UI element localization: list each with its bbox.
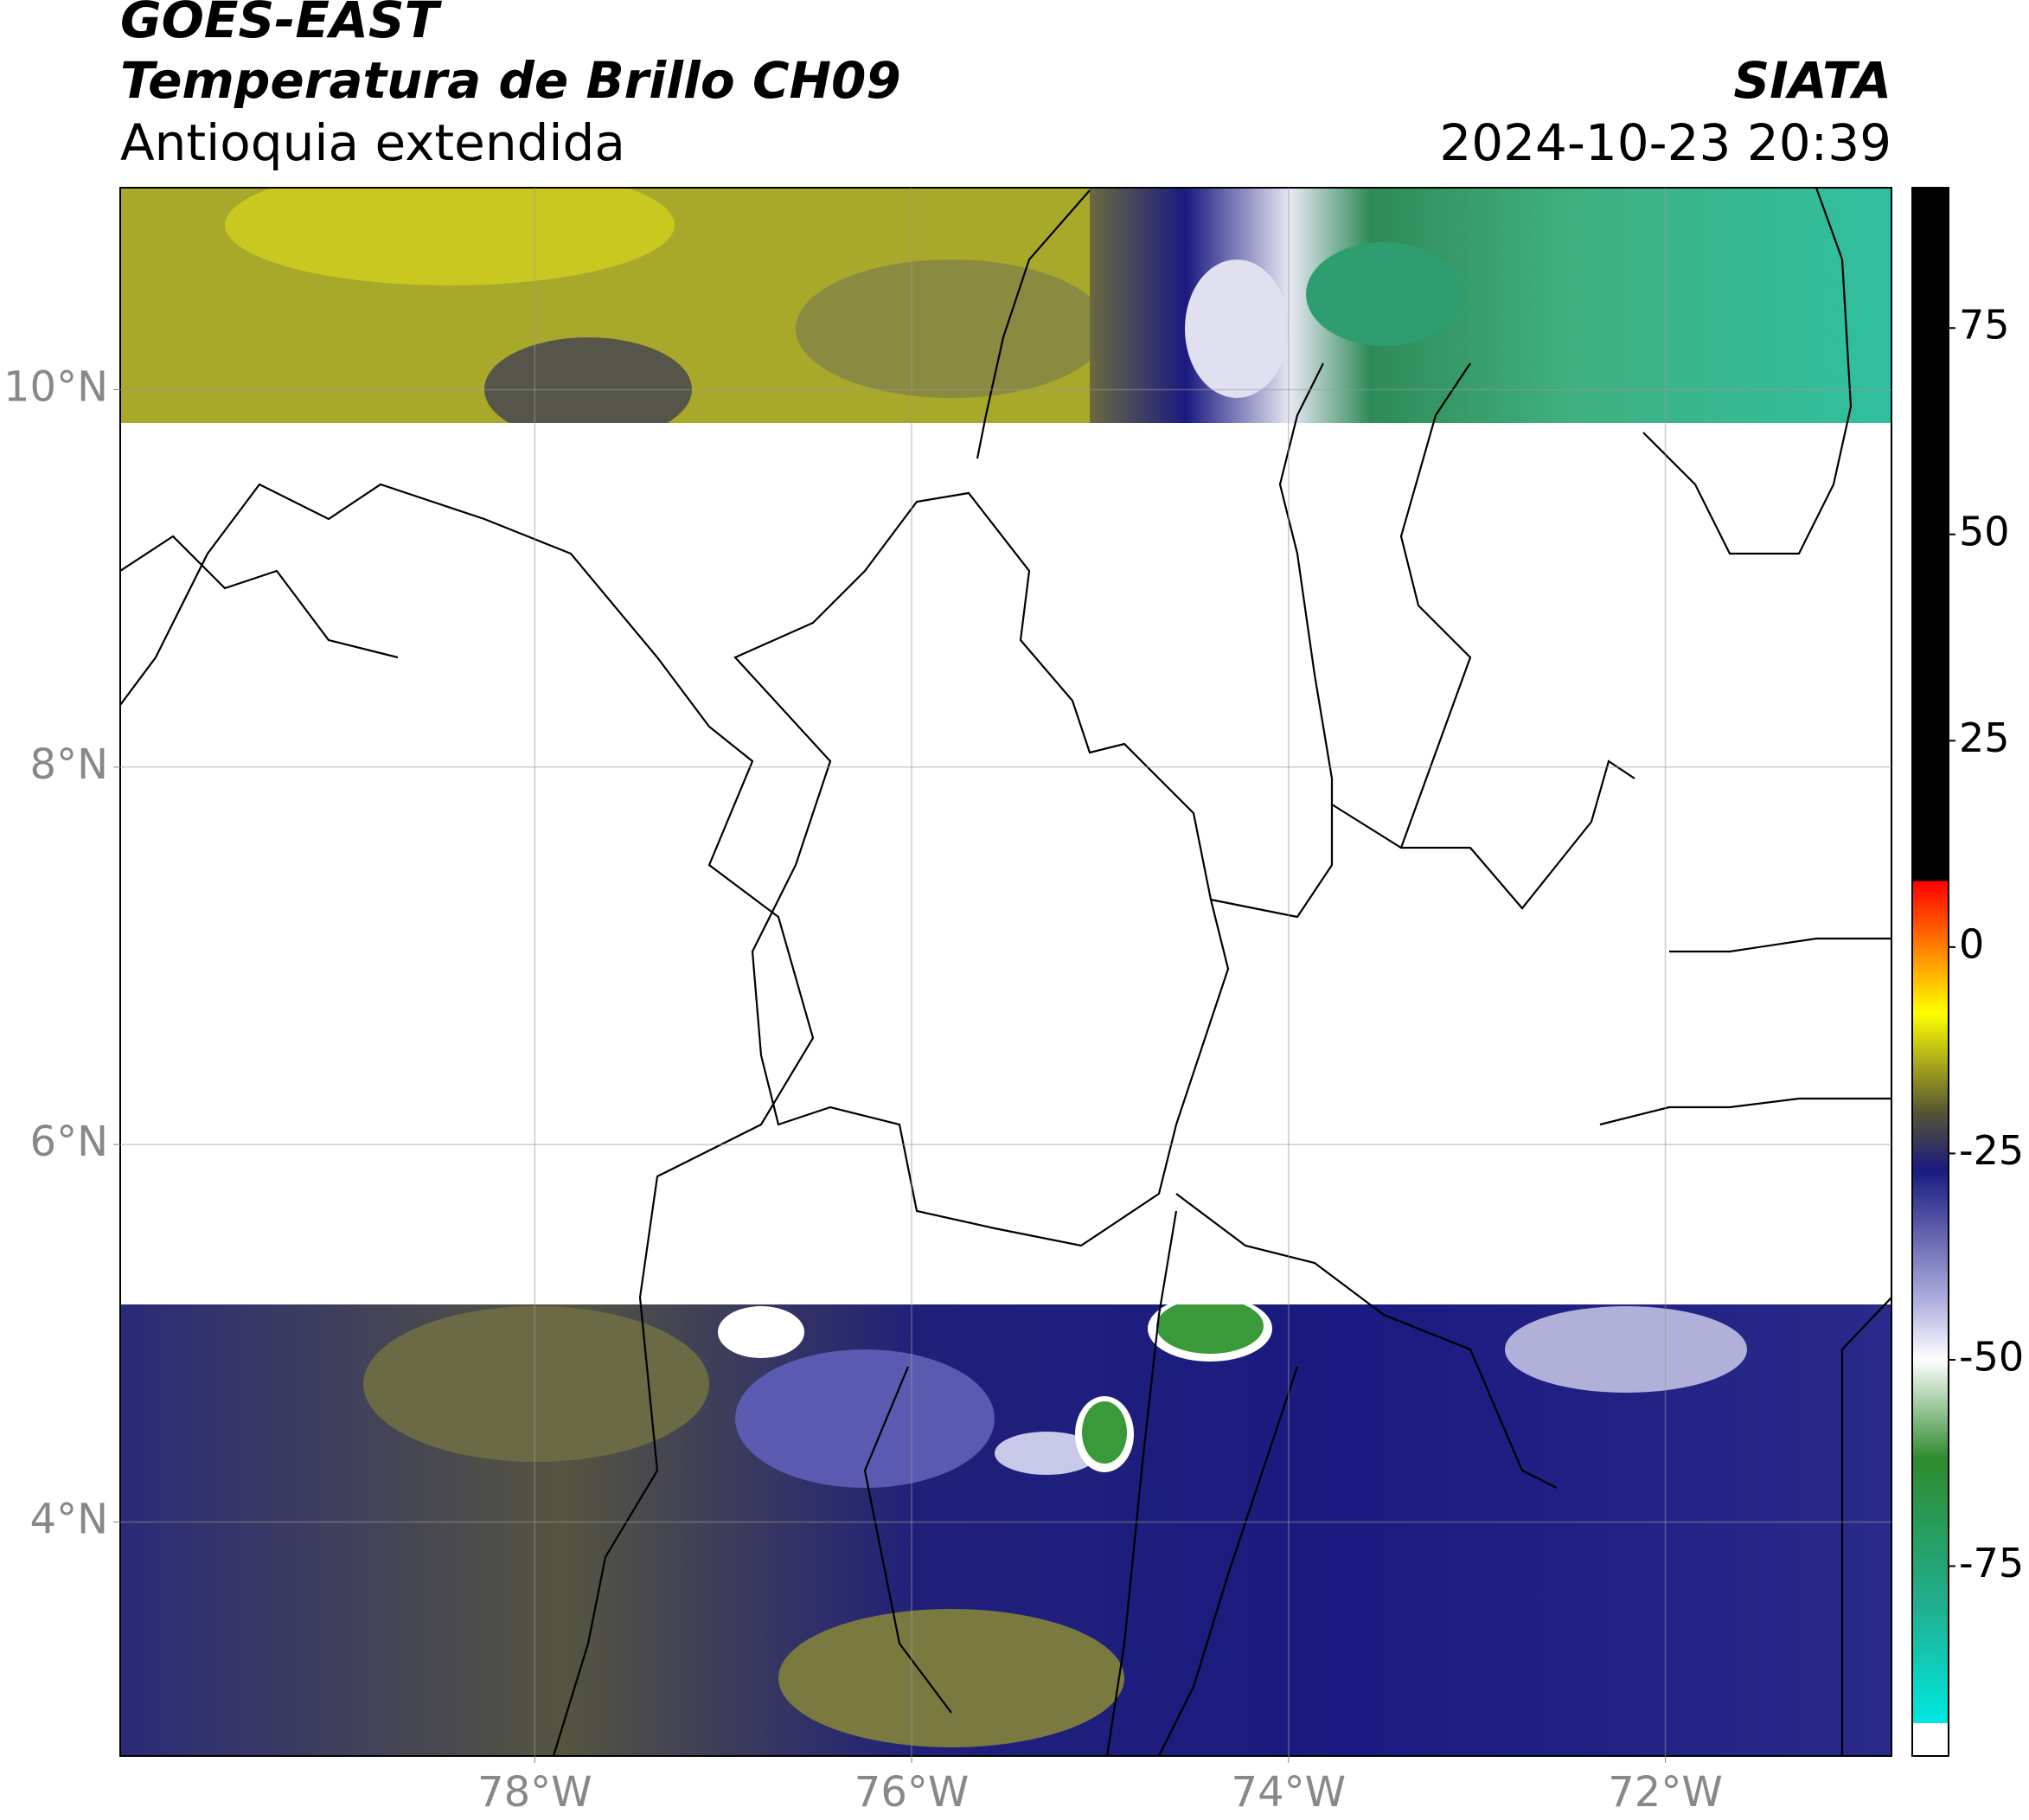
x-tick-label: 78°W — [477, 1768, 592, 1817]
colorbar-tick-label: 75 — [1959, 302, 2010, 349]
x-tick-label: 76°W — [854, 1768, 970, 1817]
y-tick-label: 4°N — [30, 1495, 108, 1543]
satellite-field — [120, 188, 1891, 1756]
colorbar-tick-label: -75 — [1959, 1540, 2024, 1586]
colorbar-tick-label: -50 — [1959, 1333, 2024, 1380]
y-tick-label: 8°N — [30, 740, 108, 789]
x-tick-label: 72°W — [1608, 1768, 1723, 1817]
colorbar-tick-label: 0 — [1959, 920, 1984, 967]
title: GOES-EAST — [120, 0, 443, 49]
colorbar-tick-label: 50 — [1959, 508, 2010, 554]
colorbar-tick-label: -25 — [1959, 1127, 2024, 1174]
colorbar — [1911, 187, 1949, 1757]
source: SIATA — [1733, 51, 1891, 110]
map-frame — [119, 187, 1892, 1757]
datetime: 2024-10-23 20:39 — [1439, 113, 1891, 172]
colorbar-tick-label: 25 — [1959, 715, 2010, 761]
x-tick-label: 74°W — [1232, 1768, 1347, 1817]
y-tick-label: 6°N — [30, 1118, 108, 1166]
borders — [120, 188, 1891, 1756]
y-tick-label: 10°N — [3, 362, 108, 411]
subtitle: Temperatura de Brillo CH09 — [120, 51, 901, 110]
region: Antioquia extendida — [120, 113, 625, 172]
